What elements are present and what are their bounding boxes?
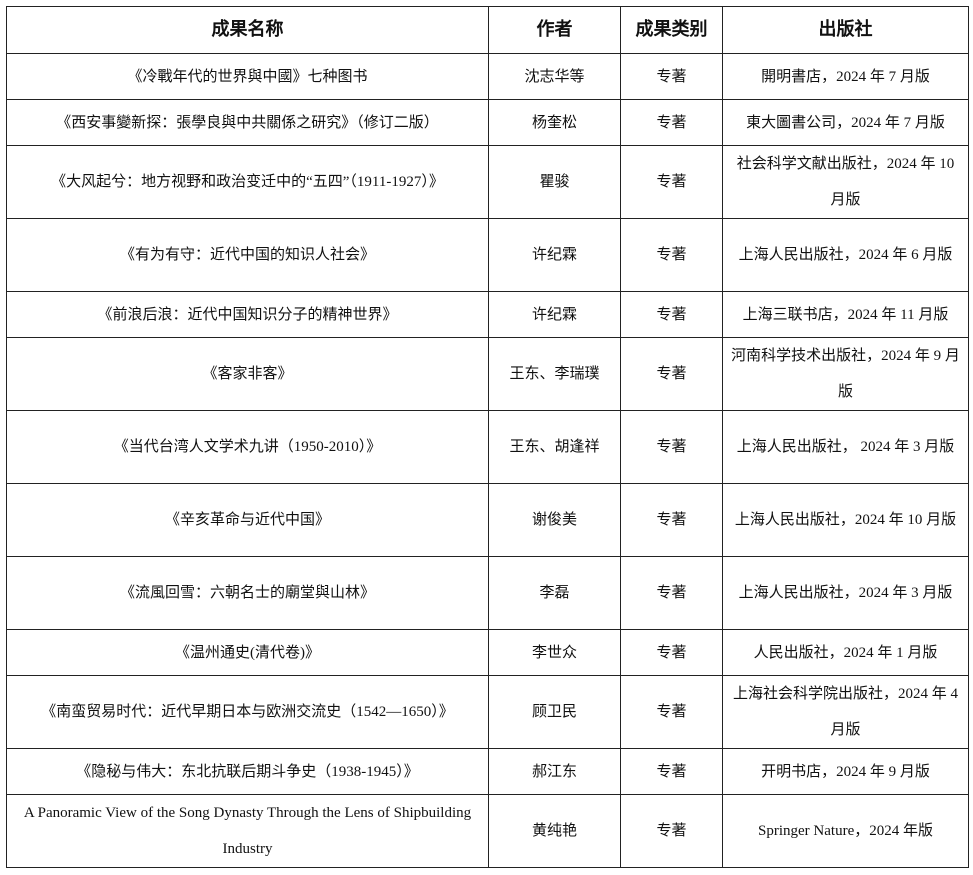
cell-author: 沈志华等	[488, 53, 621, 100]
cell-publisher: 上海三联书店，2024 年 11 月版	[722, 291, 969, 338]
achievements-table: 成果名称 作者 成果类别 出版社 《冷戰年代的世界與中國》七种图书 沈志华等 专著開…	[6, 6, 969, 868]
cell-title: 《有为有守：近代中国的知识人社会》	[6, 218, 489, 292]
cell-category: 专著	[620, 483, 723, 557]
cell-title: 《辛亥革命与近代中国》	[6, 483, 489, 557]
cell-author: 王东、胡逢祥	[488, 410, 621, 484]
table-row: 《流風回雪：六朝名士的廟堂與山林》 李磊 专著 上海人民出版社，2024 年 3 月版	[6, 556, 969, 630]
cell-title: 《温州通史(清代卷)》	[6, 629, 489, 676]
cell-publisher: 上海人民出版社，2024 年 3 月版	[722, 556, 969, 630]
cell-publisher: 東大圖書公司，2024 年 7 月版	[722, 99, 969, 146]
table-row: 《温州通史(清代卷)》 李世众 专著 人民出版社，2024 年 1 月版	[6, 629, 969, 676]
cell-title: 《冷戰年代的世界與中國》七种图书	[6, 53, 489, 100]
cell-title: A Panoramic View of the Song Dynasty Thr…	[6, 794, 489, 868]
cell-publisher: 上海人民出版社， 2024 年 3 月版	[722, 410, 969, 484]
cell-author: 瞿骏	[488, 145, 621, 219]
cell-category: 专著	[620, 291, 723, 338]
table-row: 《西安事變新探：張學良與中共關係之研究》（修订二版） 杨奎松 专著 東大圖書公司，20…	[6, 99, 969, 146]
table-row: 《有为有守：近代中国的知识人社会》 许纪霖 专著 上海人民出版社，2024 年 6 月…	[6, 218, 969, 292]
cell-author: 杨奎松	[488, 99, 621, 146]
header-publisher: 出版社	[722, 6, 969, 54]
cell-title: 《客家非客》	[6, 337, 489, 411]
cell-author: 王东、李瑞璞	[488, 337, 621, 411]
cell-title: 《南蛮贸易时代：近代早期日本与欧洲交流史（1542—1650）》	[6, 675, 489, 749]
cell-category: 专著	[620, 794, 723, 868]
cell-publisher: 人民出版社，2024 年 1 月版	[722, 629, 969, 676]
cell-category: 专著	[620, 410, 723, 484]
cell-author: 李世众	[488, 629, 621, 676]
cell-publisher: 上海人民出版社，2024 年 10 月版	[722, 483, 969, 557]
cell-category: 专著	[620, 337, 723, 411]
table-row: 《辛亥革命与近代中国》 谢俊美 专著 上海人民出版社，2024 年 10 月版	[6, 483, 969, 557]
cell-publisher: 上海人民出版社，2024 年 6 月版	[722, 218, 969, 292]
table-row: 《前浪后浪：近代中国知识分子的精神世界》 许纪霖 专著 上海三联书店，2024 年 1…	[6, 291, 969, 338]
cell-title: 《当代台湾人文学术九讲（1950-2010）》	[6, 410, 489, 484]
cell-title: 《隐秘与伟大：东北抗联后期斗争史（1938-1945）》	[6, 748, 489, 795]
cell-category: 专著	[620, 629, 723, 676]
table-row: 《隐秘与伟大：东北抗联后期斗争史（1938-1945）》 郝江东 专著 开明书店，20…	[6, 748, 969, 795]
cell-publisher: 社会科学文献出版社，2024 年 10 月版	[722, 145, 969, 219]
cell-title: 《前浪后浪：近代中国知识分子的精神世界》	[6, 291, 489, 338]
cell-author: 郝江东	[488, 748, 621, 795]
table-row: 《冷戰年代的世界與中國》七种图书 沈志华等 专著 開明書店，2024 年 7 月版	[6, 53, 969, 100]
table-row: 《客家非客》 王东、李瑞璞 专著 河南科学技术出版社，2024 年 9 月版	[6, 337, 969, 411]
cell-author: 谢俊美	[488, 483, 621, 557]
table-row: 《当代台湾人文学术九讲（1950-2010）》 王东、胡逢祥 专著 上海人民出版社， …	[6, 410, 969, 484]
cell-author: 李磊	[488, 556, 621, 630]
header-category: 成果类别	[620, 6, 723, 54]
cell-title: 《流風回雪：六朝名士的廟堂與山林》	[6, 556, 489, 630]
cell-author: 许纪霖	[488, 291, 621, 338]
table-row: 《南蛮贸易时代：近代早期日本与欧洲交流史（1542—1650）》 顾卫民 专著 上海社…	[6, 675, 969, 749]
cell-publisher: 上海社会科学院出版社，2024 年 4 月版	[722, 675, 969, 749]
cell-publisher: Springer Nature，2024 年版	[722, 794, 969, 868]
table-row: 《大风起兮：地方视野和政治变迁中的“五四”（1911-1927）》 瞿骏 专著 社会科…	[6, 145, 969, 219]
cell-author: 黄纯艳	[488, 794, 621, 868]
header-row: 成果名称 作者 成果类别 出版社	[6, 6, 969, 54]
cell-category: 专著	[620, 145, 723, 219]
header-title: 成果名称	[6, 6, 489, 54]
cell-author: 许纪霖	[488, 218, 621, 292]
cell-title: 《大风起兮：地方视野和政治变迁中的“五四”（1911-1927）》	[6, 145, 489, 219]
cell-category: 专著	[620, 748, 723, 795]
cell-title: 《西安事變新探：張學良與中共關係之研究》（修订二版）	[6, 99, 489, 146]
cell-category: 专著	[620, 675, 723, 749]
cell-category: 专著	[620, 53, 723, 100]
cell-category: 专著	[620, 99, 723, 146]
header-author: 作者	[488, 6, 621, 54]
cell-category: 专著	[620, 218, 723, 292]
cell-publisher: 开明书店，2024 年 9 月版	[722, 748, 969, 795]
cell-author: 顾卫民	[488, 675, 621, 749]
table-row: A Panoramic View of the Song Dynasty Thr…	[6, 794, 969, 868]
cell-publisher: 河南科学技术出版社，2024 年 9 月版	[722, 337, 969, 411]
cell-category: 专著	[620, 556, 723, 630]
cell-publisher: 開明書店，2024 年 7 月版	[722, 53, 969, 100]
